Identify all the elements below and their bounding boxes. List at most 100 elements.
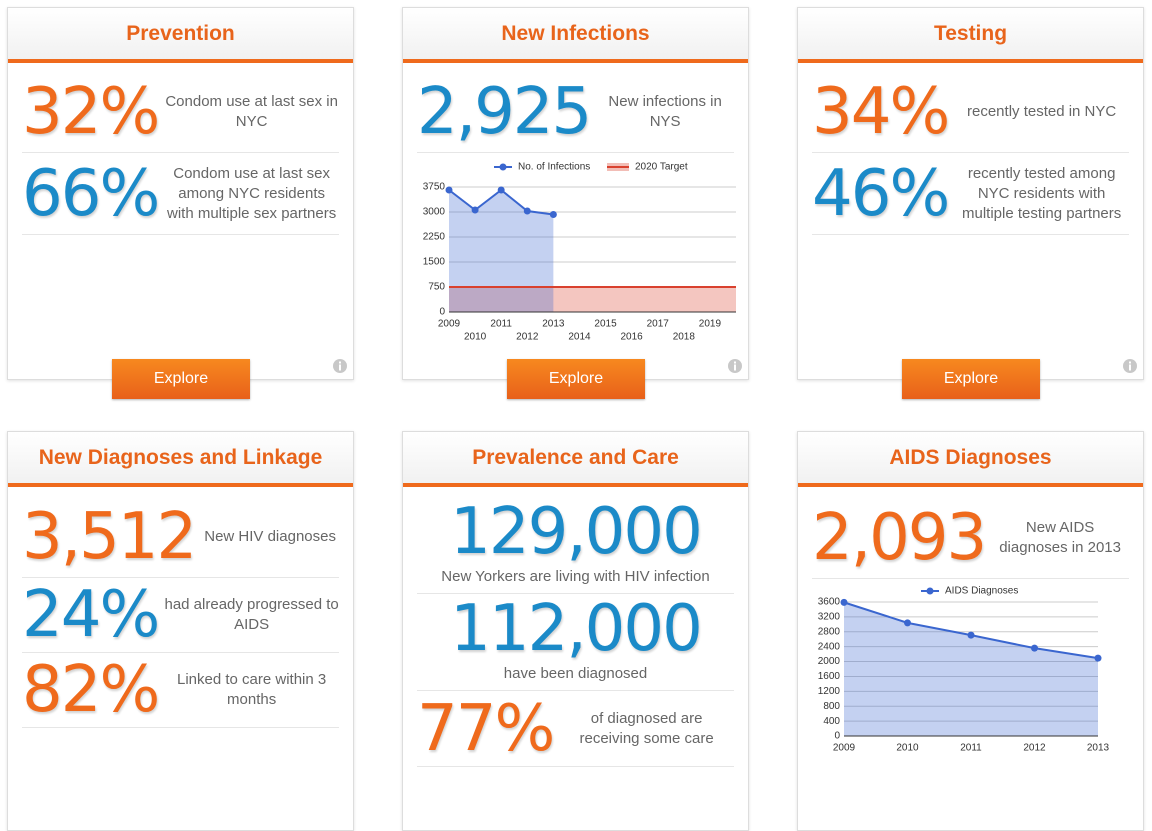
stat-row: 2,093 New AIDS diagnoses in 2013 xyxy=(812,497,1129,579)
legend-label: AIDS Diagnoses xyxy=(945,586,1018,597)
x-tick-label: 2009 xyxy=(438,319,461,330)
y-tick-label: 3600 xyxy=(818,597,841,608)
info-bar xyxy=(734,364,736,371)
card-title: AIDS Diagnoses xyxy=(798,432,1143,487)
stat-row: 3,512 New HIV diagnoses xyxy=(22,497,339,578)
stat-row: 77% of diagnosed are receiving some care xyxy=(417,691,734,767)
info-bar xyxy=(339,364,341,371)
y-tick-label: 3000 xyxy=(423,207,446,218)
stat-row: 32% Condom use at last sex in NYC xyxy=(22,71,339,153)
y-tick-label: 0 xyxy=(834,731,840,742)
card-title: New Infections xyxy=(403,8,748,63)
stat-row: 2,925 New infections in NYS xyxy=(417,71,734,153)
x-tick-label: 2010 xyxy=(464,332,487,343)
legend-label: No. of Infections xyxy=(518,162,590,173)
chart: 0 400 800 1200 1600 2000 2400 2800 3200 3600 2009 2… xyxy=(818,586,1110,754)
legend-dot xyxy=(499,163,507,171)
stat-text: Linked to care within 3 months xyxy=(176,671,327,708)
stat-value: 129,000 xyxy=(450,495,703,569)
stat-value: 3,512 xyxy=(22,500,197,574)
data-point xyxy=(549,211,557,218)
stat-row: 24% had already progressed to AIDS xyxy=(22,578,339,653)
stat-value: 112,000 xyxy=(450,592,703,666)
legend-label: 2020 Target xyxy=(635,162,688,173)
y-tick-label: 1200 xyxy=(818,686,841,697)
card-title: Testing xyxy=(798,8,1143,63)
data-point xyxy=(1094,654,1102,662)
info-icon xyxy=(333,359,347,373)
x-tick-label: 2017 xyxy=(647,319,670,330)
series-area xyxy=(449,190,554,312)
data-point xyxy=(840,598,848,606)
card: Prevalence and Care 129,000 New Yorkers ar… xyxy=(402,431,749,831)
x-tick-label: 2011 xyxy=(490,319,512,330)
x-tick-label: 2011 xyxy=(960,743,982,754)
card-body: 32% Condom use at last sex in NYC 66% Condo… xyxy=(8,63,353,235)
stat-text: New HIV diagnoses xyxy=(204,528,336,545)
stat-value: 46% xyxy=(812,156,950,231)
stat-text: New AIDS diagnoses in 2013 xyxy=(999,518,1121,556)
card: Prevention 32% Condom use at last sex in N… xyxy=(7,7,354,399)
stat-text: of diagnosed are receiving some care xyxy=(579,709,714,747)
stat-text: Condom use at last sex among NYC residen… xyxy=(167,164,337,222)
data-point xyxy=(904,619,911,627)
y-tick-label: 1500 xyxy=(423,257,446,268)
info-dot xyxy=(339,361,341,364)
y-tick-label: 1600 xyxy=(818,671,841,682)
stat-row: 46% recently tested among NYC residents w… xyxy=(812,153,1129,235)
x-tick-label: 2012 xyxy=(1023,743,1046,754)
stat-text: recently tested in NYC xyxy=(967,102,1117,120)
stat-row: 129,000 New Yorkers are living with HIV i… xyxy=(417,497,734,594)
y-tick-label: 2000 xyxy=(818,656,841,667)
card-body: 2,925 New infections in NYS xyxy=(403,63,748,153)
stat-text: New infections in NYS xyxy=(608,92,722,130)
data-point xyxy=(523,207,531,215)
card-title: New Diagnoses and Linkage xyxy=(8,432,353,487)
y-tick-label: 2800 xyxy=(818,626,841,637)
x-tick-label: 2009 xyxy=(833,743,856,754)
x-tick-label: 2013 xyxy=(542,319,565,330)
info-bar xyxy=(1129,364,1131,371)
x-tick-label: 2019 xyxy=(699,319,722,330)
stat-value: 2,925 xyxy=(417,74,592,149)
stat-row: 112,000 have been diagnosed xyxy=(417,594,734,691)
data-point xyxy=(1031,644,1038,652)
card: New Infections 2,925 New infections in NYS… xyxy=(402,7,749,399)
stat-row: 34% recently tested in NYC xyxy=(812,71,1129,153)
info-dot xyxy=(734,361,736,364)
stat-text: recently tested among NYC residents with… xyxy=(962,164,1122,222)
card-title: Prevalence and Care xyxy=(403,432,748,487)
y-tick-label: 0 xyxy=(439,307,445,318)
y-tick-label: 2250 xyxy=(423,232,446,243)
stat-value: 66% xyxy=(22,156,160,231)
target-area xyxy=(449,287,736,312)
explore-button[interactable]: Explore xyxy=(112,359,250,399)
stat-value: 32% xyxy=(22,74,160,149)
x-tick-label: 2012 xyxy=(516,332,539,343)
card: Testing 34% recently tested in NYC 46% recen… xyxy=(797,7,1144,399)
info-dot xyxy=(1129,361,1131,364)
card-body: 34% recently tested in NYC 46% recently tes… xyxy=(798,63,1143,235)
stat-value: 82% xyxy=(22,653,160,727)
explore-button[interactable]: Explore xyxy=(507,359,645,399)
y-tick-label: 2400 xyxy=(818,641,841,652)
card-title: Prevention xyxy=(8,8,353,63)
x-tick-label: 2013 xyxy=(1087,743,1110,754)
stat-value: 77% xyxy=(417,691,555,766)
legend-dot xyxy=(926,587,934,595)
y-tick-label: 800 xyxy=(823,701,840,712)
card-body: 3,512 New HIV diagnoses 24% had already pro… xyxy=(8,487,353,728)
y-tick-label: 750 xyxy=(428,282,445,293)
data-point xyxy=(497,186,505,194)
info-icon xyxy=(728,359,742,373)
card-body: 2,093 New AIDS diagnoses in 2013 xyxy=(798,487,1143,579)
y-tick-label: 400 xyxy=(823,716,840,727)
info-icon xyxy=(1123,359,1137,373)
stat-text: Condom use at last sex in NYC xyxy=(165,92,338,130)
data-point xyxy=(445,186,453,194)
explore-button[interactable]: Explore xyxy=(902,359,1040,399)
series-area xyxy=(844,602,1098,736)
card: New Diagnoses and Linkage 3,512 New HIV di… xyxy=(7,431,354,831)
stat-value: 24% xyxy=(22,578,160,652)
